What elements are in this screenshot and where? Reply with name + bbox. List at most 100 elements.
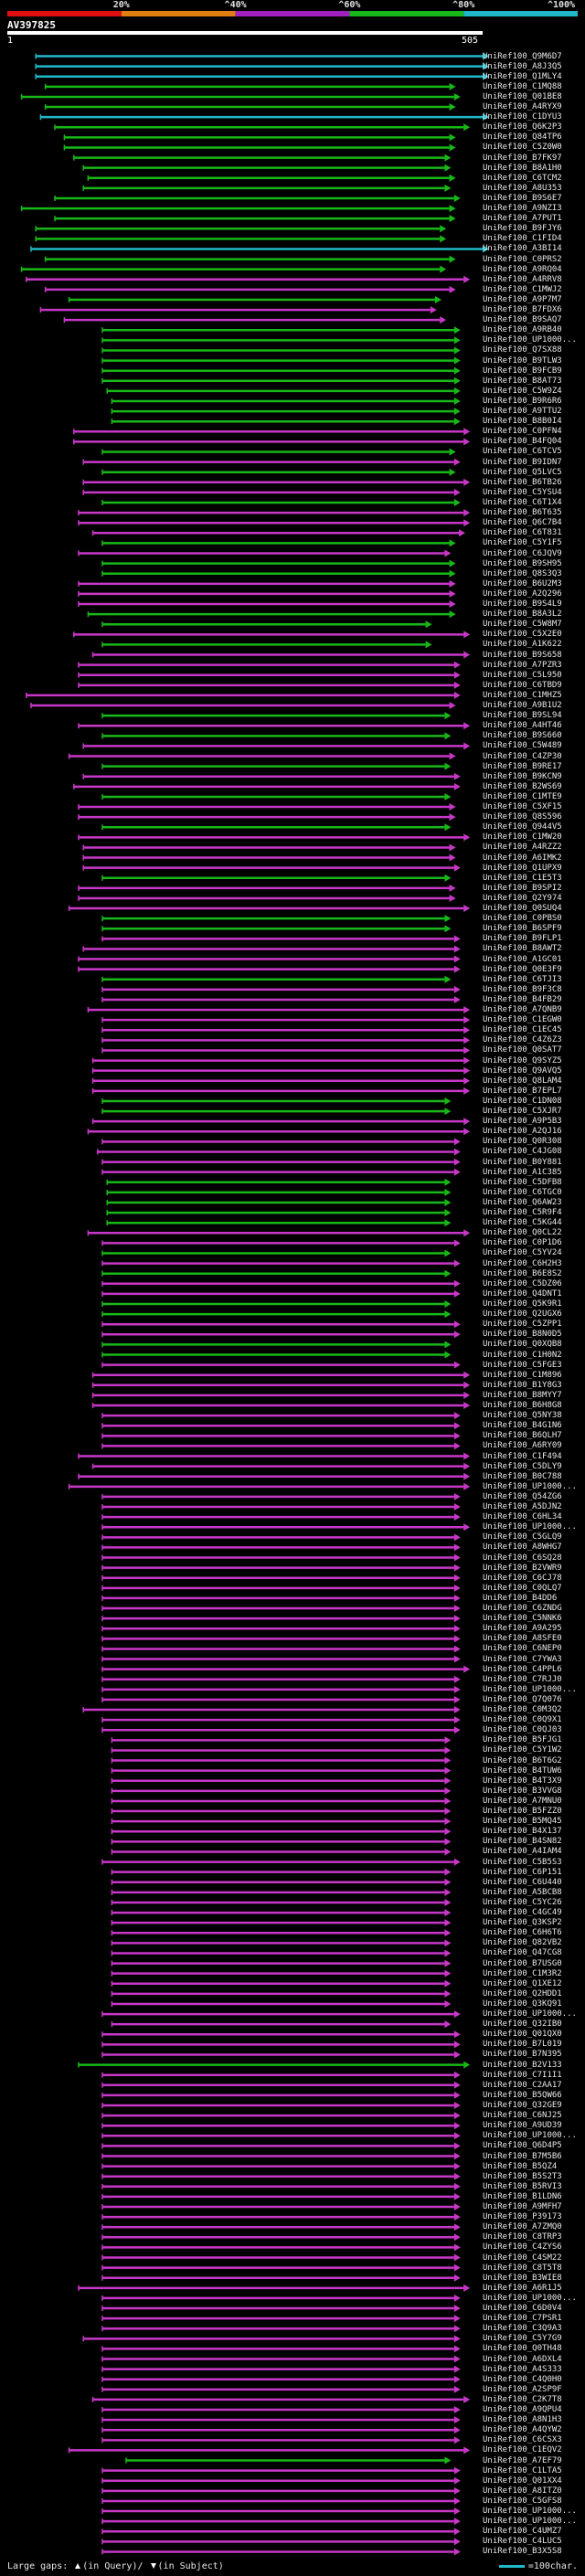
hit-alignment[interactable] xyxy=(111,1868,452,1876)
hit-label[interactable]: UniRef100_C5DZ06 xyxy=(483,1278,562,1288)
hit-alignment[interactable] xyxy=(106,1188,452,1196)
hit-alignment[interactable] xyxy=(101,925,452,933)
hit-label[interactable]: UniRef100_B5MQ45 xyxy=(483,1817,562,1827)
hit-label[interactable]: UniRef100_A6IMK2 xyxy=(483,853,562,863)
hit-label[interactable]: UniRef100_UP1000... xyxy=(483,2517,577,2527)
hit-alignment[interactable] xyxy=(101,2253,461,2262)
hit-label[interactable]: UniRef100_A7QNB9 xyxy=(483,1005,562,1015)
hit-label[interactable]: UniRef100_A3BI14 xyxy=(483,244,562,254)
hit-label[interactable]: UniRef100_C1M3R2 xyxy=(483,1968,562,1978)
hit-alignment[interactable] xyxy=(111,1756,452,1765)
hit-label[interactable]: UniRef100_Q5K9R1 xyxy=(483,1299,562,1309)
hit-alignment[interactable] xyxy=(101,1858,461,1866)
hit-alignment[interactable] xyxy=(101,2345,461,2353)
hit-alignment[interactable] xyxy=(87,1128,471,1136)
hit-label[interactable]: UniRef100_B9FJY6 xyxy=(483,224,562,234)
hit-alignment[interactable] xyxy=(82,742,471,750)
hit-alignment[interactable] xyxy=(101,1108,452,1116)
hit-label[interactable]: UniRef100_B4T3X9 xyxy=(483,1776,562,1786)
hit-label[interactable]: UniRef100_C1M896 xyxy=(483,1370,562,1380)
hit-label[interactable]: UniRef100_Q5LVC5 xyxy=(483,467,562,477)
hit-label[interactable]: UniRef100_B5FJG1 xyxy=(483,1735,562,1745)
hit-label[interactable]: UniRef100_B7L019 xyxy=(483,2040,562,2050)
hit-label[interactable]: UniRef100_Q01BE8 xyxy=(483,91,562,101)
hit-label[interactable]: UniRef100_A6DXL4 xyxy=(483,2354,562,2364)
hit-alignment[interactable] xyxy=(101,1046,471,1055)
hit-label[interactable]: UniRef100_C5W9Z4 xyxy=(483,386,562,396)
hit-label[interactable]: UniRef100_B7USG0 xyxy=(483,1958,562,1968)
hit-alignment[interactable] xyxy=(91,1381,471,1389)
hit-label[interactable]: UniRef100_C5ZPP1 xyxy=(483,1320,562,1330)
hit-alignment[interactable] xyxy=(101,2091,461,2099)
hit-label[interactable]: UniRef100_A7PZR3 xyxy=(483,660,562,670)
hit-alignment[interactable] xyxy=(82,864,461,872)
hit-alignment[interactable] xyxy=(101,2010,461,2019)
hit-alignment[interactable] xyxy=(101,2305,461,2313)
hit-label[interactable]: UniRef100_B2VWR9 xyxy=(483,1563,562,1573)
hit-label[interactable]: UniRef100_Q8S3Q3 xyxy=(483,568,562,578)
hit-label[interactable]: UniRef100_B1Y8G3 xyxy=(483,1380,562,1390)
hit-label[interactable]: UniRef100_A9RQ04 xyxy=(483,264,562,274)
hit-alignment[interactable] xyxy=(63,316,447,324)
hit-label[interactable]: UniRef100_Q54ZG6 xyxy=(483,1491,562,1501)
hit-label[interactable]: UniRef100_A9RB40 xyxy=(483,325,562,335)
hit-label[interactable]: UniRef100_C7I1I1 xyxy=(483,2070,562,2080)
hit-alignment[interactable] xyxy=(101,2294,461,2302)
hit-label[interactable]: UniRef100_A5BCB8 xyxy=(483,1887,562,1897)
hit-alignment[interactable] xyxy=(44,285,456,293)
hit-alignment[interactable] xyxy=(101,2223,461,2231)
hit-alignment[interactable] xyxy=(78,600,456,609)
hit-label[interactable]: UniRef100_UP1000... xyxy=(483,2507,577,2517)
hit-alignment[interactable] xyxy=(35,62,489,70)
hit-alignment[interactable] xyxy=(101,1523,471,1532)
hit-label[interactable]: UniRef100_C1DYU3 xyxy=(483,112,562,122)
hit-alignment[interactable] xyxy=(78,519,471,527)
hit-label[interactable]: UniRef100_Q3KQ91 xyxy=(483,1998,562,2009)
hit-alignment[interactable] xyxy=(78,813,456,822)
hit-alignment[interactable] xyxy=(73,154,452,162)
hit-alignment[interactable] xyxy=(91,1076,471,1085)
hit-alignment[interactable] xyxy=(39,306,437,314)
hit-alignment[interactable] xyxy=(101,1605,461,1613)
hit-alignment[interactable] xyxy=(101,366,461,375)
hit-alignment[interactable] xyxy=(101,1695,461,1703)
hit-alignment[interactable] xyxy=(101,2132,461,2140)
hit-label[interactable]: UniRef100_Q1UPX9 xyxy=(483,863,562,873)
hit-label[interactable]: UniRef100_C6SQ28 xyxy=(483,1553,562,1563)
hit-alignment[interactable] xyxy=(78,1472,471,1480)
hit-alignment[interactable] xyxy=(101,1026,471,1034)
hit-alignment[interactable] xyxy=(101,2243,461,2252)
hit-alignment[interactable] xyxy=(111,1929,452,1937)
hit-alignment[interactable] xyxy=(101,1503,461,1511)
hit-label[interactable]: UniRef100_Q6AW23 xyxy=(483,1197,562,1207)
hit-label[interactable]: UniRef100_C6TGC0 xyxy=(483,1187,562,1197)
hit-label[interactable]: UniRef100_B6T6G2 xyxy=(483,1755,562,1765)
hit-alignment[interactable] xyxy=(20,92,461,101)
hit-label[interactable]: UniRef100_C5GFS8 xyxy=(483,2496,562,2506)
hit-label[interactable]: UniRef100_A9UD39 xyxy=(483,2121,562,2131)
hit-label[interactable]: UniRef100_Q01XX4 xyxy=(483,2475,562,2486)
hit-label[interactable]: UniRef100_C4ZYS6 xyxy=(483,2242,562,2253)
hit-alignment[interactable] xyxy=(101,985,461,993)
hit-label[interactable]: UniRef100_C0P1D6 xyxy=(483,1238,562,1248)
hit-label[interactable]: UniRef100_C1F494 xyxy=(483,1451,562,1461)
hit-label[interactable]: UniRef100_C5XF15 xyxy=(483,802,562,812)
hit-alignment[interactable] xyxy=(101,1716,461,1724)
hit-label[interactable]: UniRef100_C6ZNDG xyxy=(483,1604,562,1614)
hit-alignment[interactable] xyxy=(101,1259,461,1267)
hit-label[interactable]: UniRef100_A8WHG7 xyxy=(483,1542,562,1553)
hit-alignment[interactable] xyxy=(101,1016,471,1024)
hit-alignment[interactable] xyxy=(101,1645,461,1653)
hit-label[interactable]: UniRef100_C6CJ78 xyxy=(483,1573,562,1583)
hit-alignment[interactable] xyxy=(101,1553,461,1562)
hit-alignment[interactable] xyxy=(101,1341,452,1349)
hit-label[interactable]: UniRef100_B5FZZ0 xyxy=(483,1807,562,1817)
hit-label[interactable]: UniRef100_C4Q0H0 xyxy=(483,2374,562,2384)
hit-alignment[interactable] xyxy=(106,1178,452,1186)
hit-label[interactable]: UniRef100_C1H0N2 xyxy=(483,1350,562,1360)
hit-label[interactable]: UniRef100_C6P151 xyxy=(483,1867,562,1877)
hit-alignment[interactable] xyxy=(44,82,456,90)
hit-alignment[interactable] xyxy=(101,1432,461,1440)
hit-label[interactable]: UniRef100_C8T5T8 xyxy=(483,2263,562,2273)
hit-label[interactable]: UniRef100_A9B1U2 xyxy=(483,701,562,711)
